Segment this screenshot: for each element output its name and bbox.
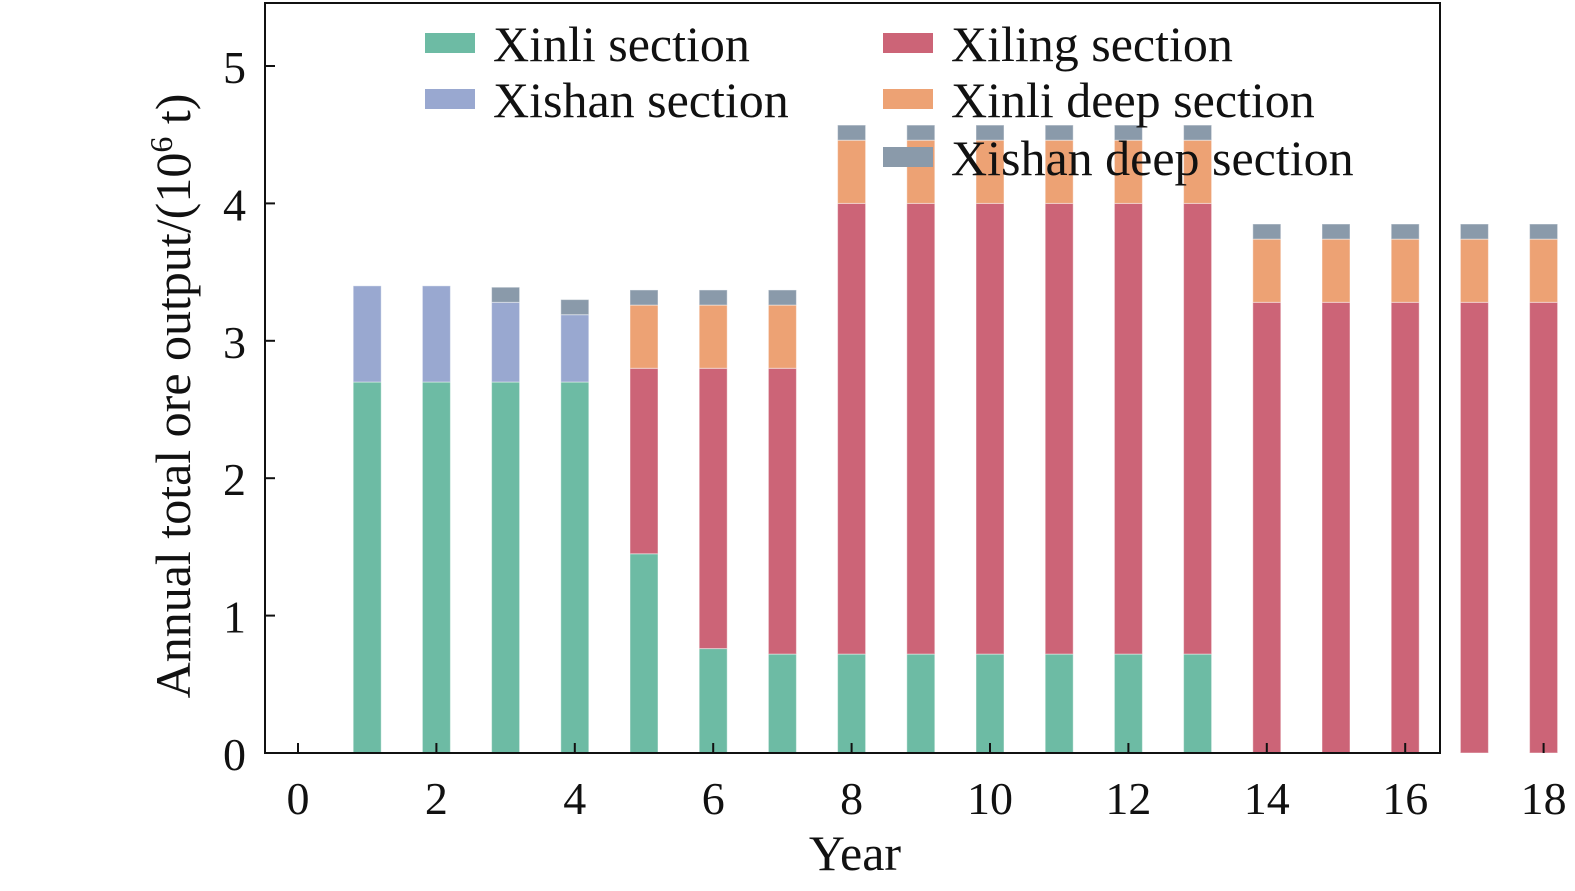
- legend-swatch-3: [883, 89, 933, 109]
- bar-segment-s3-x15: [1321, 238, 1351, 303]
- bar-segment-s2-x15: [1321, 301, 1351, 754]
- bar-segment-s2-x10: [975, 202, 1005, 655]
- bar-segment-s0-x6: [698, 648, 728, 754]
- bars-layer: [352, 124, 1559, 754]
- x-tick-label-0: 0: [287, 773, 310, 824]
- bar-segment-s3-x16: [1390, 238, 1420, 303]
- bar-segment-s0-x12: [1113, 653, 1143, 754]
- bar-segment-s4-x11: [1044, 124, 1074, 141]
- x-axis-title: Year: [809, 825, 901, 881]
- y-axis-title: Annual total ore output/(106 t): [143, 94, 201, 699]
- legend-swatch-0: [425, 33, 475, 53]
- x-tick-label-2: 2: [425, 773, 448, 824]
- legend-label-4: Xishan deep section: [951, 130, 1354, 186]
- bar-segment-s2-x9: [906, 202, 936, 655]
- y-tick-label-4: 4: [223, 179, 246, 230]
- bar-segment-s1-x3: [491, 301, 521, 383]
- y-axis-title-unit: t): [145, 94, 201, 137]
- bar-segment-s2-x18: [1529, 301, 1559, 754]
- bar-segment-s2-x16: [1390, 301, 1420, 754]
- bar-segment-s3-x11: [1044, 139, 1074, 204]
- y-tick-label-3: 3: [223, 317, 246, 368]
- bar-segment-s3-x5: [629, 304, 659, 369]
- legend-swatch-1: [425, 89, 475, 109]
- bar-segment-s4-x10: [975, 124, 1005, 141]
- bar-segment-s4-x4: [560, 299, 590, 316]
- bar-segment-s2-x12: [1113, 202, 1143, 655]
- bar-segment-s2-x11: [1044, 202, 1074, 655]
- y-tick-label-1: 1: [223, 592, 246, 643]
- bar-segment-s1-x1: [352, 285, 382, 383]
- bar-segment-s2-x8: [837, 202, 867, 655]
- bar-segment-s4-x14: [1252, 223, 1282, 240]
- bar-segment-s4-x17: [1459, 223, 1489, 240]
- bar-segment-s4-x16: [1390, 223, 1420, 240]
- bar-segment-s0-x13: [1183, 653, 1213, 754]
- y-axis-title-superscript: 6: [143, 137, 179, 153]
- bar-segment-s3-x14: [1252, 238, 1282, 303]
- x-tick-label-8: 8: [840, 773, 863, 824]
- bar-segment-s3-x10: [975, 139, 1005, 204]
- bar-segment-s4-x3: [491, 286, 521, 303]
- bar-segment-s4-x18: [1529, 223, 1559, 240]
- bar-segment-s0-x1: [352, 381, 382, 754]
- bar-segment-s2-x6: [698, 367, 728, 650]
- bar-segment-s0-x10: [975, 653, 1005, 754]
- x-tick-label-10: 10: [967, 773, 1013, 824]
- bar-segment-s0-x4: [560, 381, 590, 754]
- bar-segment-s4-x8: [837, 124, 867, 141]
- x-tick-label-6: 6: [702, 773, 725, 824]
- x-tick-label-4: 4: [563, 773, 586, 824]
- legend-label-0: Xinli section: [493, 16, 750, 72]
- bar-segment-s4-x7: [767, 289, 797, 306]
- bar-segment-s4-x5: [629, 289, 659, 306]
- x-tick-label-14: 14: [1244, 773, 1290, 824]
- y-tick-label-5: 5: [223, 42, 246, 93]
- bar-segment-s2-x7: [767, 367, 797, 655]
- legend-label-1: Xishan section: [493, 72, 789, 128]
- bar-segment-s3-x18: [1529, 238, 1559, 303]
- bar-segment-s4-x9: [906, 124, 936, 141]
- bar-segment-s0-x5: [629, 553, 659, 754]
- bar-segment-s2-x17: [1459, 301, 1489, 754]
- bar-segment-s0-x7: [767, 653, 797, 754]
- bar-segment-s2-x14: [1252, 301, 1282, 754]
- bar-segment-s4-x15: [1321, 223, 1351, 240]
- bar-segment-s4-x13: [1183, 124, 1213, 141]
- bar-segment-s3-x8: [837, 139, 867, 204]
- bar-segment-s4-x12: [1113, 124, 1143, 141]
- bar-segment-s3-x6: [698, 304, 728, 369]
- bar-segment-s2-x13: [1183, 202, 1213, 655]
- bar-segment-s1-x2: [421, 285, 451, 383]
- legend-label-3: Xinli deep section: [951, 72, 1315, 128]
- axes-layer: 024681012141618202224262830012345: [223, 2, 1567, 824]
- bar-segment-s0-x2: [421, 381, 451, 754]
- bar-segment-s0-x11: [1044, 653, 1074, 754]
- y-tick-label-0: 0: [223, 729, 246, 780]
- bar-segment-s4-x6: [698, 289, 728, 306]
- legend-label-2: Xiling section: [951, 16, 1233, 72]
- x-tick-label-18: 18: [1521, 773, 1567, 824]
- x-tick-label-12: 12: [1105, 773, 1151, 824]
- bar-segment-s1-x4: [560, 314, 590, 383]
- bar-segment-s2-x5: [629, 367, 659, 555]
- legend-swatch-4: [883, 147, 933, 167]
- bar-segment-s0-x8: [837, 653, 867, 754]
- legend-swatch-2: [883, 33, 933, 53]
- x-tick-label-16: 16: [1382, 773, 1428, 824]
- y-tick-label-2: 2: [223, 454, 246, 505]
- bar-segment-s0-x9: [906, 653, 936, 754]
- bar-segment-s0-x3: [491, 381, 521, 754]
- y-axis-title-main: Annual total ore output/(10: [145, 153, 201, 699]
- bar-segment-s3-x17: [1459, 238, 1489, 303]
- bar-segment-s3-x7: [767, 304, 797, 369]
